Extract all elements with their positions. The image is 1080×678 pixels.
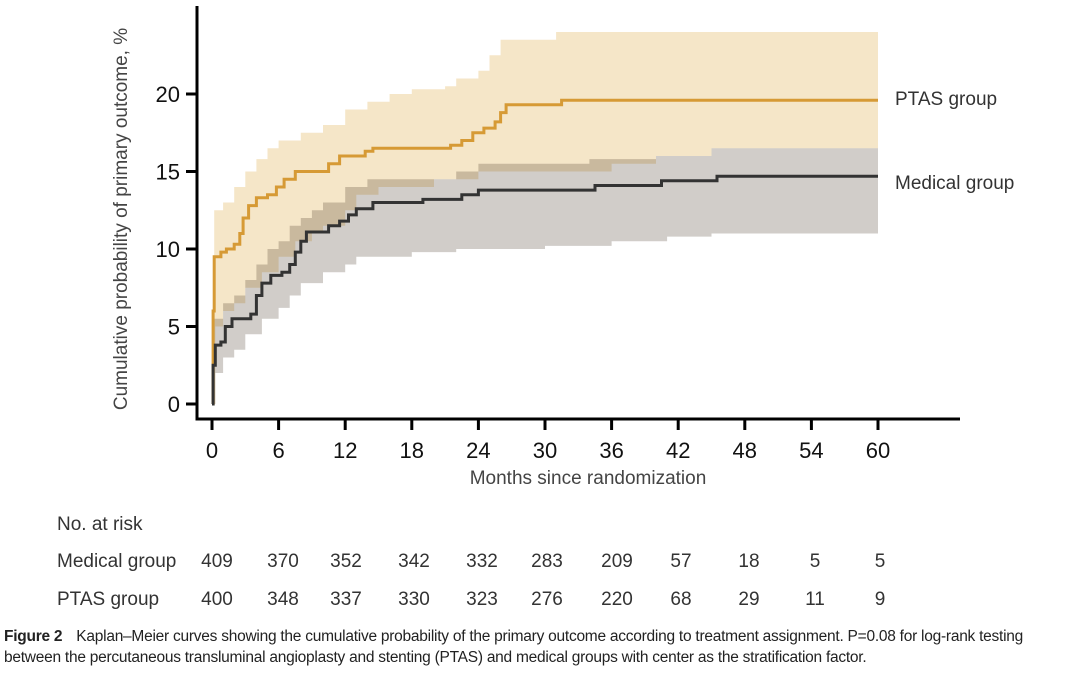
- at-risk-title: No. at risk: [57, 514, 143, 535]
- x-tick-label: 24: [466, 438, 490, 463]
- at-risk-value: 330: [398, 589, 430, 610]
- x-tick-label: 18: [400, 438, 424, 463]
- x-tick-label: 6: [272, 438, 284, 463]
- x-tick-label: 60: [866, 438, 890, 463]
- km-curve-ptas: [211, 98, 878, 406]
- at-risk-row-medical: Medical group 409 370 352 342 332 283 209 57 18 5…: [0, 551, 1080, 577]
- at-risk-value: 409: [201, 551, 233, 572]
- figure-caption-text: Kaplan–Meier curves showing the cumulati…: [4, 628, 1024, 666]
- ci-band-medical: [212, 148, 878, 404]
- at-risk-value: 209: [601, 551, 633, 572]
- y-tick-label: 15: [156, 160, 180, 185]
- at-risk-value: 5: [874, 551, 886, 572]
- at-risk-value: 9: [874, 589, 886, 610]
- at-risk-value: 18: [738, 551, 760, 572]
- at-risk-value: 57: [670, 551, 692, 572]
- at-risk-value: 337: [330, 589, 362, 610]
- at-risk-value: 348: [267, 589, 299, 610]
- x-tick-label: 0: [206, 438, 218, 463]
- at-risk-row-ptas: PTAS group 400 348 337 330 323 276 220 68 29 11 9: [0, 589, 1080, 615]
- at-risk-value: 276: [531, 589, 563, 610]
- x-tick-label: 30: [533, 438, 557, 463]
- at-risk-value: 5: [809, 551, 821, 572]
- at-risk-value: 11: [805, 589, 825, 610]
- at-risk-value: 323: [466, 589, 498, 610]
- x-tick-label: 12: [333, 438, 357, 463]
- figure-caption: Figure 2 Kaplan–Meier curves showing the …: [4, 626, 1080, 668]
- figure-label: Figure 2: [4, 628, 63, 645]
- x-axis-title: Months since randomization: [470, 468, 707, 489]
- at-risk-value: 283: [531, 551, 563, 572]
- at-risk-value: 370: [267, 551, 299, 572]
- x-tick-label: 54: [799, 438, 823, 463]
- at-risk-value: 332: [466, 551, 498, 572]
- at-risk-row-label: Medical group: [57, 551, 177, 572]
- at-risk-value: 68: [670, 589, 692, 610]
- y-tick-label: 20: [156, 82, 180, 107]
- at-risk-row-label: PTAS group: [57, 589, 160, 610]
- number-at-risk-table: No. at risk Medical group 409 370 352 342 33…: [0, 500, 1080, 620]
- km-curve-medical: [211, 174, 878, 406]
- x-tick-label: 48: [733, 438, 757, 463]
- y-axis-title: Cumulative probability of primary outcom…: [111, 28, 132, 410]
- y-tick-label: 5: [168, 315, 180, 340]
- at-risk-value: 220: [601, 589, 633, 610]
- ci-band-ptas: [212, 32, 878, 404]
- x-tick-label: 36: [599, 438, 623, 463]
- at-risk-value: 342: [398, 551, 430, 572]
- y-tick-label: 0: [168, 392, 180, 417]
- km-chart: 0 5 10 15 20 0 6 12 18 24 30 36 42 48 54 60 Months sinc…: [111, 6, 1014, 489]
- y-tick-label: 10: [156, 237, 180, 262]
- axes: 0 5 10 15 20 0 6 12 18 24 30 36 42 48 54 60: [156, 6, 960, 463]
- confidence-bands: [212, 32, 878, 404]
- x-tick-label: 42: [666, 438, 690, 463]
- at-risk-value: 400: [201, 589, 233, 610]
- legend-label-ptas: PTAS group: [895, 89, 997, 110]
- at-risk-value: 29: [738, 589, 760, 610]
- survival-curves: [211, 98, 878, 406]
- legend-label-medical: Medical group: [895, 173, 1014, 194]
- at-risk-value: 352: [330, 551, 362, 572]
